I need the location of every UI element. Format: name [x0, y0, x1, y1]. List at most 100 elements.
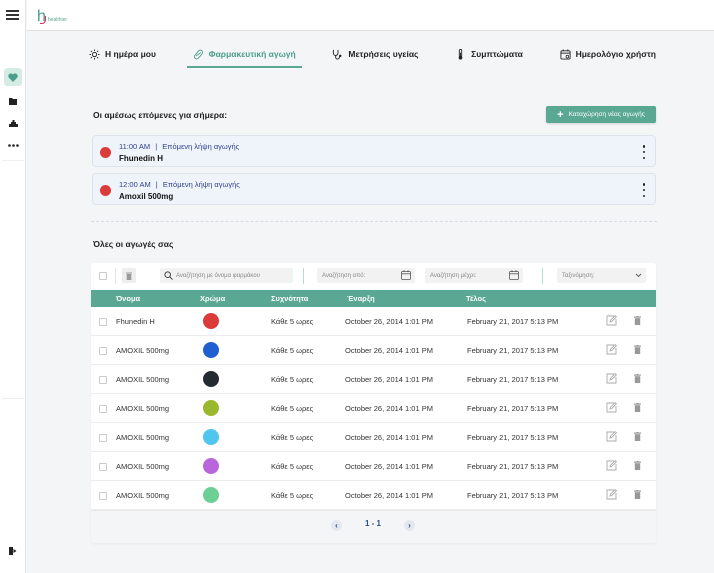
trash-icon[interactable]: [634, 432, 641, 441]
trash-icon[interactable]: [634, 403, 641, 412]
medication-start: October 26, 2014 1:01 PM: [345, 317, 433, 326]
row-checkbox[interactable]: [99, 434, 107, 442]
more-vertical-icon[interactable]: [641, 183, 647, 197]
trash-icon: [126, 272, 132, 280]
logout-button[interactable]: [4, 542, 22, 560]
tab-label: Ημερολόγιο χρήστη: [575, 49, 656, 59]
table-row[interactable]: AMOXIL 500mg Κάθε 5 ωρες October 26, 201…: [91, 452, 656, 481]
medication-color-swatch: [203, 458, 219, 474]
table-row[interactable]: Fhunedin H Κάθε 5 ωρες October 26, 2014 …: [91, 307, 656, 336]
date-to-input[interactable]: Αναζήτηση μέχρι:: [425, 268, 523, 283]
medication-start: October 26, 2014 1:01 PM: [345, 375, 433, 384]
app-logo[interactable]: h healthier: [37, 8, 68, 25]
table-row[interactable]: AMOXIL 500mg Κάθε 5 ωρες October 26, 201…: [91, 365, 656, 394]
column-header-name[interactable]: Όνομα: [116, 294, 141, 303]
sidebar-item-pills[interactable]: [4, 114, 22, 132]
trash-icon[interactable]: [634, 345, 641, 354]
date-from-placeholder: Αναζήτηση από:: [322, 272, 366, 279]
medication-frequency: Κάθε 5 ωρες: [271, 346, 314, 355]
table-row[interactable]: AMOXIL 500mg Κάθε 5 ωρες October 26, 201…: [91, 423, 656, 452]
trash-icon[interactable]: [634, 374, 641, 383]
row-checkbox[interactable]: [99, 463, 107, 471]
logout-icon: [9, 547, 17, 555]
column-header-frequency[interactable]: Συχνότητα: [271, 294, 309, 303]
medication-color-swatch: [203, 400, 219, 416]
sidebar-item-more[interactable]: [4, 136, 22, 154]
table-row[interactable]: AMOXIL 500mg Κάθε 5 ωρες October 26, 201…: [91, 336, 656, 365]
edit-icon[interactable]: [606, 373, 617, 384]
calendar-icon: [509, 270, 519, 280]
bulk-delete-button[interactable]: [122, 268, 136, 283]
tab-medication[interactable]: Φαρμακευτική αγωγή: [186, 44, 302, 68]
medication-search-input[interactable]: Αναζήτηση με όνομα φαρμάκου: [160, 268, 293, 283]
hamburger-menu-icon[interactable]: [6, 10, 19, 22]
calendar-icon: [560, 48, 571, 60]
sidebar-divider: [2, 398, 24, 399]
toolbar-divider: [303, 268, 304, 284]
trash-icon[interactable]: [634, 461, 641, 470]
medication-frequency: Κάθε 5 ωρες: [271, 433, 314, 442]
sidebar-item-health[interactable]: [4, 68, 22, 86]
edit-icon[interactable]: [606, 460, 617, 471]
more-vertical-icon[interactable]: [641, 145, 647, 159]
toolbar-divider: [115, 268, 116, 284]
chevron-down-icon: [635, 273, 642, 278]
row-checkbox[interactable]: [99, 318, 107, 326]
next-page-button[interactable]: ›: [404, 520, 415, 531]
column-header-color[interactable]: Χρώμα: [200, 294, 226, 303]
medication-end: February 21, 2017 5:13 PM: [467, 375, 559, 384]
more-horizontal-icon: [7, 143, 19, 147]
medication-color-swatch: [203, 429, 219, 445]
medication-end: February 21, 2017 5:13 PM: [467, 346, 559, 355]
tab-my-day[interactable]: Η ημέρα μου: [85, 44, 160, 64]
row-checkbox[interactable]: [99, 492, 107, 500]
row-checkbox[interactable]: [99, 347, 107, 355]
upcoming-time: 11:00 AM: [119, 142, 151, 151]
tab-label: Συμπτώματα: [471, 49, 523, 59]
medication-end: February 21, 2017 5:13 PM: [467, 317, 559, 326]
edit-icon[interactable]: [606, 402, 617, 413]
medication-name: AMOXIL 500mg: [116, 491, 170, 500]
tab-health-measurements[interactable]: Μετρήσεις υγείας: [328, 44, 422, 64]
pill-tray-icon: [8, 119, 18, 127]
medication-start: October 26, 2014 1:01 PM: [345, 404, 433, 413]
medication-end: February 21, 2017 5:13 PM: [467, 433, 559, 442]
date-from-input[interactable]: Αναζήτηση από:: [317, 268, 415, 283]
edit-icon[interactable]: [606, 489, 617, 500]
medication-frequency: Κάθε 5 ωρες: [271, 491, 314, 500]
upcoming-card[interactable]: 12:00 AM | Επόμενη λήψη αγωγής Amoxil 50…: [92, 173, 656, 205]
edit-icon[interactable]: [606, 315, 617, 326]
upcoming-card[interactable]: 11:00 AM | Επόμενη λήψη αγωγής Fhunedin …: [92, 135, 656, 167]
folder-icon: [9, 97, 17, 105]
sun-icon: [89, 48, 100, 60]
edit-icon[interactable]: [606, 344, 617, 355]
edit-icon[interactable]: [606, 431, 617, 442]
table-toolbar: Αναζήτηση με όνομα φαρμάκου Αναζήτηση απ…: [91, 263, 656, 290]
logo-text: healthier: [47, 17, 68, 23]
tab-label: Μετρήσεις υγείας: [348, 49, 419, 59]
table-row[interactable]: AMOXIL 500mg Κάθε 5 ωρες October 26, 201…: [91, 394, 656, 423]
medication-start: October 26, 2014 1:01 PM: [345, 491, 433, 500]
thermometer-icon: [458, 48, 463, 60]
tab-user-diary[interactable]: Ημερολόγιο χρήστη: [556, 44, 660, 64]
sidebar-item-folder[interactable]: [4, 92, 22, 110]
medication-end: February 21, 2017 5:13 PM: [467, 462, 559, 471]
medication-frequency: Κάθε 5 ωρες: [271, 375, 314, 384]
row-checkbox[interactable]: [99, 376, 107, 384]
tab-symptoms[interactable]: Συμπτώματα: [451, 44, 527, 64]
column-header-end[interactable]: Τέλος: [466, 294, 486, 303]
add-new-medication-button[interactable]: + Καταχώρηση νέας αγωγής: [546, 106, 656, 123]
column-header-start[interactable]: Έναρξη: [347, 294, 375, 303]
trash-icon[interactable]: [634, 490, 641, 499]
select-all-checkbox[interactable]: [99, 272, 107, 280]
upcoming-subtitle: Επόμενη λήψη αγωγής: [162, 180, 240, 189]
row-checkbox[interactable]: [99, 405, 107, 413]
logo-mark: h: [37, 8, 46, 25]
medication-frequency: Κάθε 5 ωρες: [271, 317, 314, 326]
all-medications-title: Όλες οι αγωγές σας: [93, 239, 174, 249]
table-row[interactable]: AMOXIL 500mg Κάθε 5 ωρες October 26, 201…: [91, 481, 656, 510]
previous-page-button[interactable]: ‹: [331, 520, 342, 531]
trash-icon[interactable]: [634, 316, 641, 325]
sort-select[interactable]: Ταξινόμηση:: [557, 268, 646, 283]
upcoming-time-line: 11:00 AM | Επόμενη λήψη αγωγής: [119, 142, 239, 151]
